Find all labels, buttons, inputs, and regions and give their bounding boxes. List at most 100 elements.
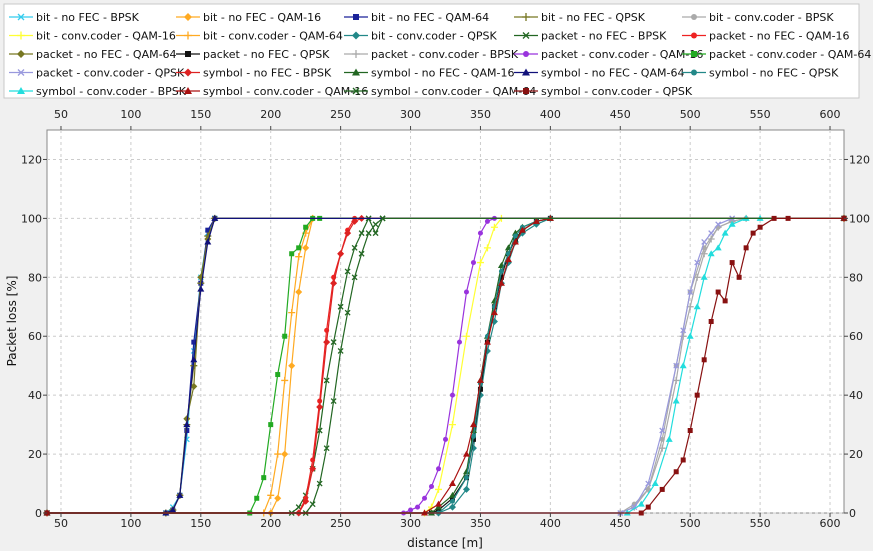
data-point [512, 233, 518, 239]
data-point [379, 215, 386, 222]
data-point [408, 507, 414, 513]
ticks: 5050100100150150200200250250300300350350… [21, 108, 870, 530]
legend-swatch-marker [17, 13, 25, 21]
data-point [687, 289, 694, 295]
legend-label: packet - conv.coder - BPSK [371, 48, 519, 61]
legend-swatch-marker [17, 69, 25, 76]
legend-item: bit - conv.coder - QPSK [344, 30, 498, 43]
data-point [679, 362, 687, 369]
data-point [694, 392, 700, 398]
legend-label: symbol - conv.coder - BPSK [36, 85, 187, 98]
data-point [436, 507, 442, 513]
legend-item: packet - conv.coder - QPSK [9, 67, 185, 80]
legend-label: bit - no FEC - QAM-16 [203, 11, 321, 24]
data-point [191, 339, 197, 345]
data-point [483, 338, 491, 345]
legend-label: packet - conv.coder - QAM-16 [541, 48, 703, 61]
x-tick-label-top: 300 [400, 108, 421, 121]
y-tick-label-right: 100 [849, 212, 870, 225]
legend-label: bit - conv.coder - QAM-16 [36, 30, 176, 43]
data-point [687, 428, 693, 434]
y-tick-label-right: 40 [849, 389, 863, 402]
legend-swatch-marker [184, 13, 192, 21]
legend-swatch-marker [352, 87, 360, 95]
legend-item: symbol - no FEC - QPSK [682, 67, 839, 80]
legend-swatch-marker [17, 50, 25, 58]
legend-label: symbol - conv.coder - QPSK [541, 85, 693, 98]
data-point [330, 398, 337, 405]
data-point [645, 504, 651, 510]
x-tick-label-top: 600 [820, 108, 841, 121]
x-tick-label-bottom: 250 [330, 517, 351, 530]
legend-item: packet - conv.coder - BPSK [344, 48, 519, 61]
data-point [435, 485, 443, 493]
data-point [449, 392, 455, 398]
data-point [693, 303, 701, 310]
data-point [532, 217, 540, 224]
legend-swatch-marker [352, 68, 360, 76]
legend-item: symbol - no FEC - BPSK [176, 67, 332, 80]
data-point [469, 421, 477, 428]
data-point [344, 268, 351, 275]
x-tick-label-top: 250 [330, 108, 351, 121]
legend-item: symbol - conv.coder - BPSK [9, 85, 187, 98]
data-point [462, 450, 470, 457]
data-point [477, 230, 483, 236]
x-tick-label-top: 350 [470, 108, 491, 121]
data-point [463, 475, 469, 481]
legend-swatch-marker [184, 68, 192, 77]
x-tick-label-top: 550 [750, 108, 771, 121]
data-point [498, 268, 504, 274]
data-point [659, 427, 666, 434]
data-point [672, 397, 680, 404]
data-point [511, 238, 519, 245]
data-point [289, 251, 295, 257]
data-point [303, 224, 309, 230]
data-point [358, 250, 365, 257]
data-point [169, 506, 177, 513]
legend-label: packet - no FEC - BPSK [541, 30, 667, 43]
x-tick-label-bottom: 50 [54, 517, 68, 530]
data-point [476, 259, 484, 267]
data-point [295, 253, 303, 261]
legend-item: bit - no FEC - QAM-64 [344, 11, 489, 24]
data-point [637, 500, 645, 507]
series-line [47, 217, 844, 514]
data-point [490, 309, 498, 316]
data-point [190, 356, 198, 363]
data-point [351, 217, 359, 225]
legend-item: symbol - no FEC - QAM-64 [514, 67, 684, 80]
data-point [281, 376, 289, 384]
data-point [261, 475, 267, 481]
legend-item: packet - no FEC - QPSK [176, 48, 330, 61]
data-point [205, 227, 211, 233]
data-point [708, 319, 714, 324]
data-point [337, 303, 344, 310]
data-point [268, 422, 274, 428]
y-axis-title: Packet loss [%] [5, 276, 19, 367]
x-axis-title: distance [m] [407, 536, 483, 550]
data-point [686, 332, 694, 339]
legend-item: packet - conv.coder - QAM-64 [682, 48, 871, 61]
y-tick-label-left: 120 [21, 153, 42, 166]
x-tick-label-bottom: 500 [680, 517, 701, 530]
data-point [490, 223, 498, 231]
data-point [672, 376, 680, 384]
data-point [728, 220, 736, 227]
y-tick-label-right: 80 [849, 271, 863, 284]
x-tick-label-top: 450 [610, 108, 631, 121]
legend-swatch-marker [691, 51, 697, 57]
data-point [665, 435, 673, 442]
x-tick-label-bottom: 100 [120, 517, 141, 530]
data-point [680, 327, 687, 334]
legend-label: packet - no FEC - QAM-16 [709, 30, 850, 43]
data-point [462, 332, 470, 340]
data-point [490, 297, 498, 304]
x-tick-label-bottom: 450 [610, 517, 631, 530]
data-point [700, 250, 708, 258]
legend-item: symbol - no FEC - QAM-16 [344, 67, 514, 80]
data-point [351, 274, 358, 281]
legend-item: bit - conv.coder - BPSK [682, 11, 834, 24]
data-point [211, 214, 219, 221]
data-point [470, 433, 476, 439]
